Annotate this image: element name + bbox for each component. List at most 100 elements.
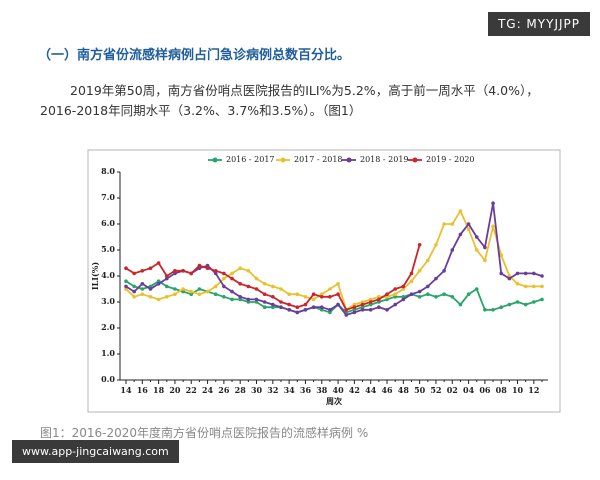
data-point <box>401 297 406 302</box>
data-point <box>148 295 153 299</box>
data-point <box>205 289 210 294</box>
data-point <box>393 295 397 299</box>
data-point <box>319 292 324 297</box>
data-point <box>262 300 267 304</box>
x-tick-label: 20 <box>169 385 181 395</box>
data-point <box>507 302 512 307</box>
data-point <box>238 297 242 302</box>
data-point <box>507 274 512 278</box>
data-point <box>450 222 455 226</box>
data-point <box>458 302 463 307</box>
data-point <box>442 269 446 273</box>
data-point <box>450 295 455 299</box>
data-point <box>532 284 536 289</box>
data-point <box>181 289 185 294</box>
data-point <box>173 292 177 297</box>
x-tick-label: 02 <box>447 385 458 395</box>
data-point <box>181 269 185 273</box>
legend-label: 2016 - 2017 <box>226 155 275 164</box>
data-point <box>222 284 226 289</box>
data-point <box>254 276 259 281</box>
data-point <box>156 279 161 284</box>
data-point <box>336 282 340 286</box>
data-point <box>230 276 234 281</box>
data-point <box>238 295 242 299</box>
data-point <box>523 271 528 276</box>
y-tick-label: 7.0 <box>101 192 115 202</box>
data-point <box>254 287 259 291</box>
x-tick-label: 12 <box>528 385 539 395</box>
data-point <box>319 308 324 312</box>
data-point <box>352 308 357 312</box>
data-point <box>254 297 259 302</box>
data-point <box>523 284 528 289</box>
data-point <box>523 302 528 307</box>
data-point <box>319 305 324 310</box>
data-point <box>328 308 332 312</box>
data-point <box>352 305 357 310</box>
data-point <box>344 308 349 312</box>
chart-frame <box>87 149 561 413</box>
data-point <box>164 274 169 278</box>
y-tick-label: 8.0 <box>101 166 115 176</box>
data-point <box>262 305 267 310</box>
legend-marker <box>346 157 352 163</box>
x-tick-label: 08 <box>496 385 508 395</box>
data-point <box>197 287 202 291</box>
x-tick-label: 38 <box>316 385 328 395</box>
x-tick-label: 22 <box>186 385 197 395</box>
data-point <box>181 287 185 291</box>
data-point <box>173 269 177 273</box>
data-point <box>132 289 136 294</box>
legend-label: 2017 - 2018 <box>294 155 343 164</box>
data-point <box>311 305 316 310</box>
y-axis-label: ILI(%) <box>90 262 100 290</box>
x-tick-label: 32 <box>267 385 278 395</box>
data-point <box>491 201 495 205</box>
data-point <box>205 263 210 268</box>
data-point <box>197 292 202 297</box>
data-point <box>328 287 332 291</box>
data-point <box>377 297 381 302</box>
data-point <box>148 284 153 289</box>
data-point <box>499 271 504 276</box>
data-point <box>303 295 308 299</box>
data-point <box>238 266 242 271</box>
watermark: www.app-jingcaiwang.com <box>12 440 179 463</box>
data-point <box>499 253 504 257</box>
data-point <box>311 297 316 302</box>
data-point <box>230 289 234 294</box>
data-point <box>132 295 136 299</box>
data-point <box>360 308 365 312</box>
data-point <box>189 292 194 297</box>
x-tick-label: 14 <box>120 385 132 395</box>
data-point <box>515 271 520 276</box>
x-tick-label: 50 <box>414 385 426 395</box>
data-point <box>352 302 357 307</box>
x-tick-label: 24 <box>202 385 214 395</box>
data-point <box>540 284 544 289</box>
data-point <box>336 302 340 307</box>
data-point <box>450 248 455 252</box>
data-point <box>164 284 169 289</box>
data-point <box>303 302 308 307</box>
data-point <box>417 295 422 299</box>
data-point <box>377 295 381 299</box>
data-point <box>474 287 479 291</box>
data-point <box>417 243 422 247</box>
data-point <box>393 302 397 307</box>
data-point <box>262 282 267 286</box>
x-tick-label: 52 <box>430 385 441 395</box>
x-axis-label: 周次 <box>326 396 342 406</box>
legend-marker <box>412 157 418 163</box>
x-tick-label: 06 <box>479 385 491 395</box>
data-point <box>328 295 332 299</box>
data-point <box>262 292 267 297</box>
data-point <box>132 271 136 276</box>
data-point <box>148 266 153 271</box>
data-point <box>197 263 202 268</box>
data-point <box>271 284 275 289</box>
data-point <box>532 271 536 276</box>
data-point <box>132 284 136 289</box>
